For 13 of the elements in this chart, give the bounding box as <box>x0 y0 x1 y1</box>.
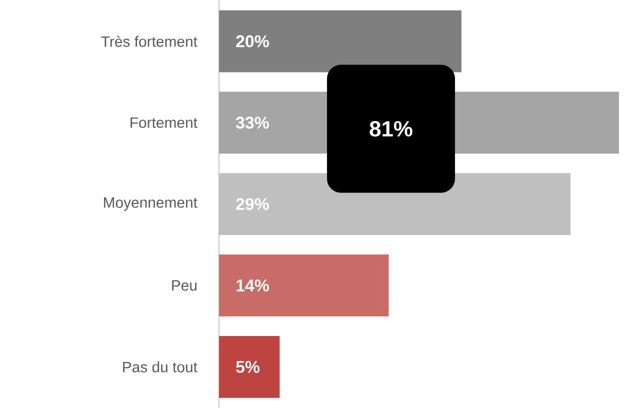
y-tick-label: Fortement <box>130 117 198 128</box>
y-tick-label: Pas du tout <box>123 361 198 372</box>
data-label: 33% <box>236 116 269 129</box>
data-label: 5% <box>236 360 260 373</box>
bar <box>219 336 280 398</box>
annotation: 81% <box>370 120 412 136</box>
data-label: 14% <box>236 279 269 292</box>
y-tick-label: Peu <box>172 280 196 291</box>
y-tick-label: Moyennement <box>104 197 198 211</box>
y-tick-label: Très fortement <box>101 36 198 47</box>
bar <box>219 254 389 316</box>
data-label: 20% <box>236 35 269 48</box>
data-label: 29% <box>236 198 269 210</box>
